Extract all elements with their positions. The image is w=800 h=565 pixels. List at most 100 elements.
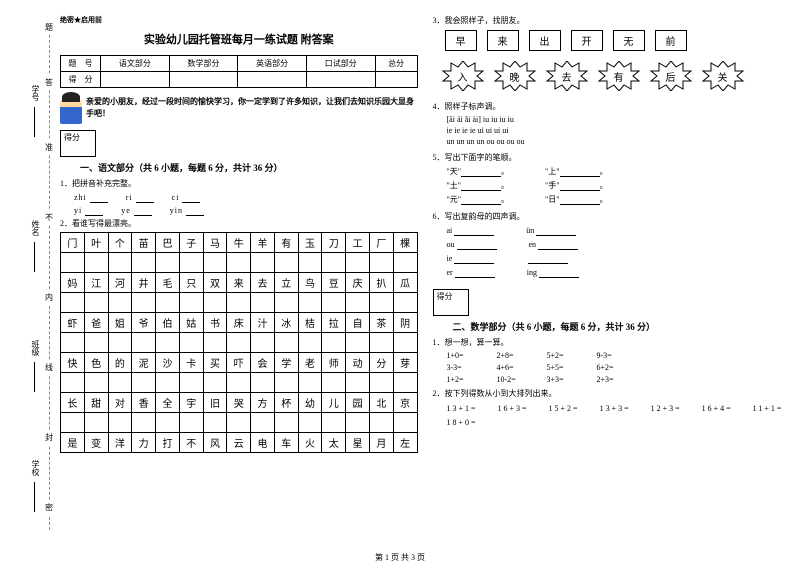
intro-block: 亲爱的小朋友，经过一段时间的愉快学习，你一定学到了许多知识，让我们去知识乐园大显… — [60, 96, 418, 124]
starburst-char: 去 — [545, 61, 589, 91]
q2: 2．看谁写得最漂亮。 — [60, 218, 418, 229]
pinyin-blank — [136, 195, 154, 203]
score-header-row: 题 号语文部分数学部分英语部分口试部分总分 — [61, 56, 418, 72]
grid-cell: 的 — [108, 353, 132, 373]
grid-cell — [322, 373, 346, 393]
grid-cell — [203, 293, 227, 313]
grid-cell: 刀 — [322, 233, 346, 253]
grid-cell: 自 — [346, 313, 370, 333]
q6: 6．写出复韵母的四声调。 — [433, 211, 791, 222]
grid-cell — [108, 293, 132, 313]
math-expr: 3+3= — [547, 375, 597, 384]
grid-cell — [369, 373, 393, 393]
grid-row — [61, 293, 418, 313]
banner-char: 来 — [487, 30, 519, 51]
grid-cell — [84, 253, 108, 273]
grid-cell — [227, 253, 251, 273]
grid-cell: 拉 — [322, 313, 346, 333]
stroke-row: "元"。 "日"。 — [447, 194, 791, 205]
grid-row: 门叶个苗巴子马牛羊有玉刀工厂棵 — [61, 233, 418, 253]
vowel-row: ai ün — [447, 225, 791, 236]
grid-cell: 风 — [203, 433, 227, 453]
section1-title: 一、语文部分（共 6 小题，每题 6 分，共计 36 分） — [80, 161, 418, 174]
grid-cell: 动 — [346, 353, 370, 373]
grid-cell: 姐 — [108, 313, 132, 333]
pinyin-text: yin — [170, 206, 186, 215]
grid-cell: 力 — [132, 433, 156, 453]
grid-row — [61, 413, 418, 433]
grid-cell: 左 — [393, 433, 417, 453]
grid-cell: 双 — [203, 273, 227, 293]
stroke-blank — [461, 197, 501, 205]
grid-cell — [346, 253, 370, 273]
grid-cell — [61, 293, 85, 313]
grid-cell: 太 — [322, 433, 346, 453]
vowel-blank — [454, 256, 494, 264]
grid-cell: 月 — [369, 433, 393, 453]
starburst-char: 入 — [441, 61, 485, 91]
exam-title: 实验幼儿园托管班每月一练试题 附答案 — [60, 31, 418, 47]
grid-cell — [393, 373, 417, 393]
grid-cell: 厂 — [369, 233, 393, 253]
math-row: 3-3=4+6=5+5=6+2= — [447, 363, 791, 372]
pinyin-blank — [85, 208, 103, 216]
math-row: 1+2=10-2=3+3=2+3= — [447, 375, 791, 384]
grid-cell — [369, 253, 393, 273]
starburst-char: 后 — [649, 61, 693, 91]
grid-cell: 幼 — [298, 393, 322, 413]
grid-cell — [156, 293, 180, 313]
score-header-cell: 语文部分 — [101, 56, 170, 72]
score-header-cell: 总分 — [375, 56, 417, 72]
pinyin-blank — [134, 208, 152, 216]
right-column: 3．我会照样子，找朋友。 早来出开无前 入晚去有后关 4．照样子标声调。 [āi… — [433, 15, 791, 545]
grid-cell — [132, 293, 156, 313]
grid-cell — [227, 413, 251, 433]
section2-score-box: 得分 — [433, 289, 469, 316]
page-footer: 第 1 页 共 3 页 — [0, 552, 800, 563]
pinyin-text: ye — [121, 206, 134, 215]
pinyin-row-1: zhi ri ci — [74, 192, 418, 203]
grid-cell — [203, 333, 227, 353]
grid-cell — [84, 413, 108, 433]
grid-cell — [108, 413, 132, 433]
grid-cell — [393, 413, 417, 433]
dash-char: 线 — [45, 360, 53, 375]
score-row-label: 得 分 — [61, 72, 101, 88]
grid-cell: 香 — [132, 393, 156, 413]
stroke-blank — [461, 183, 501, 191]
dash-char: 答 — [45, 75, 53, 90]
grid-cell: 汁 — [251, 313, 275, 333]
pinyin-blank — [90, 195, 108, 203]
grid-cell — [61, 253, 85, 273]
grid-cell — [203, 253, 227, 273]
grid-cell: 会 — [251, 353, 275, 373]
grid-row — [61, 333, 418, 353]
secrecy-tag: 绝密★启用前 — [60, 15, 418, 25]
page-content: 绝密★启用前 实验幼儿园托管班每月一练试题 附答案 题 号语文部分数学部分英语部… — [60, 15, 790, 545]
grid-cell: 买 — [203, 353, 227, 373]
q1: 1．把拼音补充完整。 — [60, 178, 418, 189]
banner-char: 前 — [655, 30, 687, 51]
math-expr: 3-3= — [447, 363, 497, 372]
grid-cell: 鸟 — [298, 273, 322, 293]
grid-cell: 云 — [227, 433, 251, 453]
side-underline — [34, 362, 35, 392]
grid-cell — [132, 413, 156, 433]
grid-row — [61, 373, 418, 393]
grid-cell: 园 — [346, 393, 370, 413]
dash-char: 不 — [45, 210, 53, 225]
grid-cell — [298, 293, 322, 313]
left-column: 绝密★启用前 实验幼儿园托管班每月一练试题 附答案 题 号语文部分数学部分英语部… — [60, 15, 418, 545]
grid-cell: 有 — [274, 233, 298, 253]
pinyin-blank — [186, 208, 204, 216]
mq1: 1．想一想，算一算。 — [433, 337, 791, 348]
tone-block: [āi ái ǎi ài] iu iu iu iu ie ie ie ie ui… — [433, 115, 791, 146]
grid-cell: 妈 — [61, 273, 85, 293]
grid-cell: 巴 — [156, 233, 180, 253]
grid-row: 长甜对香全宇旧哭方杯幼儿园北京 — [61, 393, 418, 413]
grid-cell: 火 — [298, 433, 322, 453]
grid-cell — [108, 333, 132, 353]
dash-char: 密 — [45, 500, 53, 515]
side-underline — [34, 482, 35, 512]
grid-cell: 电 — [251, 433, 275, 453]
